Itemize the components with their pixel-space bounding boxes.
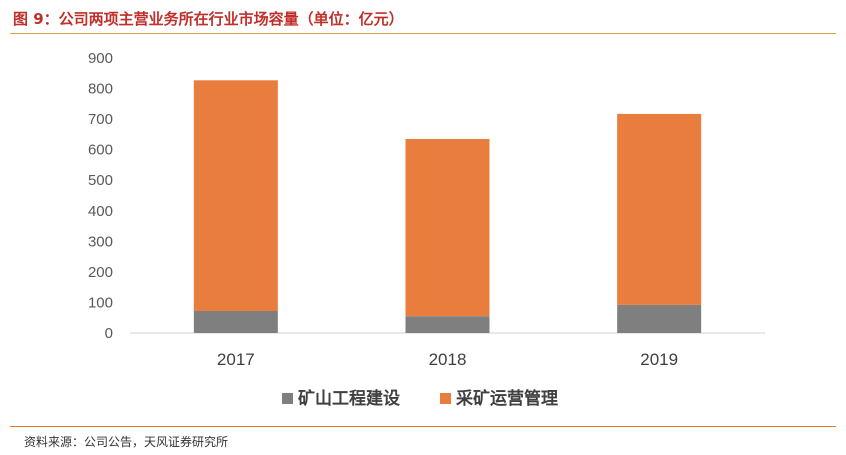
y-axis: 0 100 200 300 400 500 600 700 800 900 <box>88 50 113 342</box>
source-note: 资料来源：公司公告，天风证券研究所 <box>24 435 229 449</box>
y-tick-label: 0 <box>105 325 113 342</box>
legend-swatch <box>282 393 293 404</box>
bar-mining-construction-2017 <box>193 311 278 333</box>
y-tick-label: 700 <box>88 111 113 128</box>
source-divider <box>10 426 836 427</box>
bar-mining-operation-2017 <box>193 80 278 311</box>
x-tick-label: 2018 <box>429 350 467 369</box>
y-tick-label: 900 <box>88 50 113 67</box>
legend-label: 矿山工程建设 <box>298 388 400 409</box>
figure-title: 图 9：公司两项主营业务所在行业市场容量（单位：亿元） <box>13 10 404 28</box>
bar-mining-construction-2018 <box>405 316 490 333</box>
bar-mining-operation-2018 <box>405 138 490 317</box>
y-tick-label: 100 <box>88 294 113 311</box>
x-tick-label: 2019 <box>640 350 678 369</box>
x-tick-label: 2017 <box>217 350 255 369</box>
title-divider <box>10 33 836 34</box>
legend-label: 采矿运营管理 <box>455 388 558 409</box>
bar-mining-operation-2019 <box>617 113 702 305</box>
y-tick-label: 800 <box>88 81 113 98</box>
y-tick-label: 400 <box>88 203 113 220</box>
x-axis: 2017 2018 2019 <box>217 350 678 369</box>
legend: 矿山工程建设 采矿运营管理 <box>282 388 558 409</box>
legend-swatch <box>440 393 451 404</box>
y-tick-label: 300 <box>88 233 113 250</box>
bars <box>193 80 702 333</box>
y-tick-label: 600 <box>88 142 113 159</box>
bar-mining-construction-2019 <box>617 304 702 333</box>
y-tick-label: 500 <box>88 172 113 189</box>
y-tick-label: 200 <box>88 264 113 281</box>
